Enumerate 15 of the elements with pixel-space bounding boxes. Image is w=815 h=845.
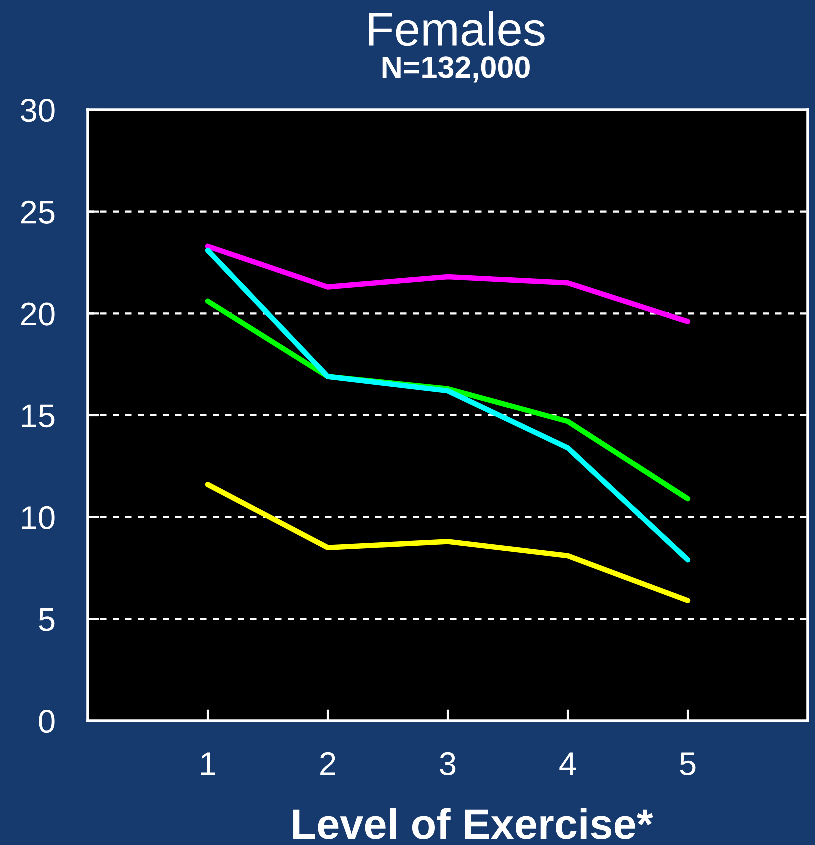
y-tick-label: 25 (21, 200, 55, 224)
x-tick-label: 4 (560, 752, 576, 776)
y-tick-label: 15 (22, 404, 55, 428)
x-tick-label: 5 (680, 752, 696, 776)
chart-subtitle: N=132,000 (382, 56, 530, 83)
x-tick-label: 1 (201, 752, 216, 776)
x-tick-label: 2 (320, 752, 336, 776)
chart-title: Females (369, 11, 545, 46)
x-axis-title: Level of Exercise* (294, 808, 654, 840)
y-tick-label: 30 (21, 99, 55, 122)
x-tick-label: 3 (440, 752, 456, 776)
y-tick-label: 0 (39, 710, 55, 734)
y-tick-label: 20 (21, 302, 55, 326)
y-tick-label: 5 (39, 608, 55, 632)
y-tick-label: 10 (22, 506, 55, 530)
